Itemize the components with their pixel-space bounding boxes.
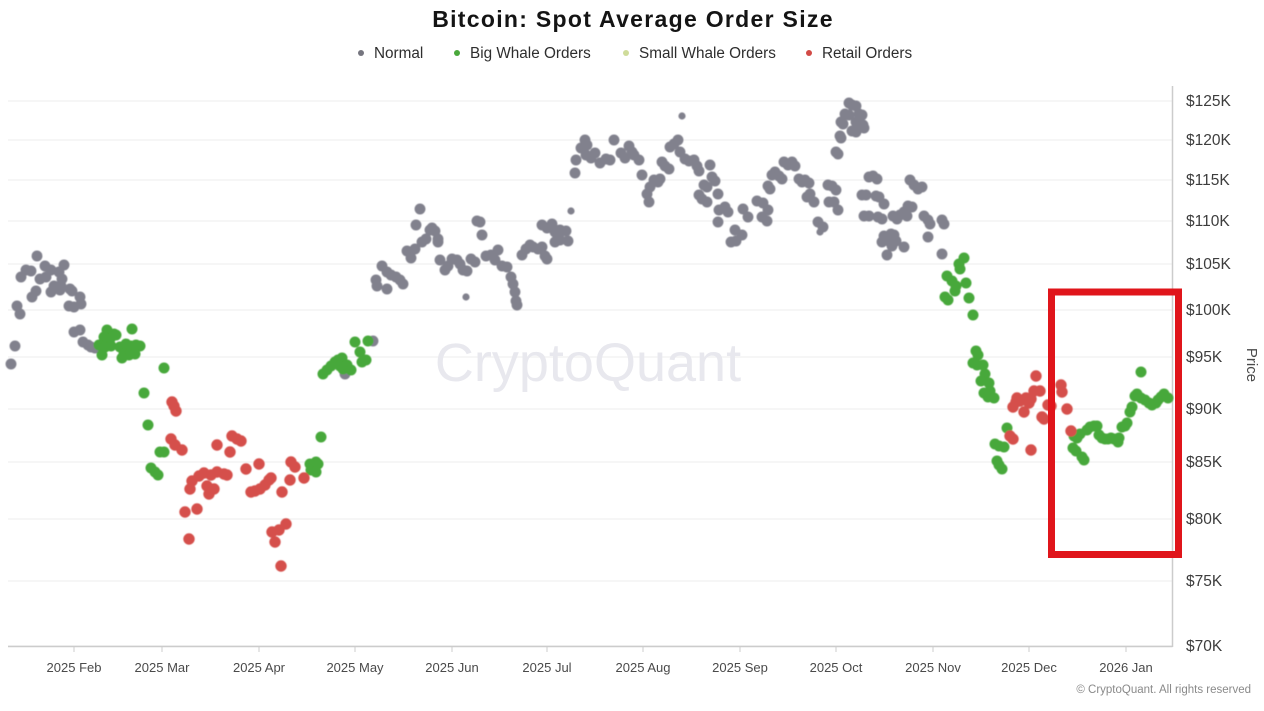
svg-text:Price: Price (1243, 348, 1260, 382)
svg-text:$105K: $105K (1186, 256, 1231, 273)
svg-text:CryptoQuant: CryptoQuant (435, 333, 741, 393)
svg-text:2025 Sep: 2025 Sep (712, 660, 768, 675)
svg-text:$75K: $75K (1186, 573, 1223, 590)
svg-text:Big Whale Orders: Big Whale Orders (470, 45, 591, 62)
svg-text:2026 Jan: 2026 Jan (1099, 660, 1153, 675)
svg-text:$100K: $100K (1186, 302, 1231, 319)
svg-text:Bitcoin: Spot Average Order Si: Bitcoin: Spot Average Order Size (432, 6, 834, 32)
svg-text:Normal: Normal (374, 45, 423, 62)
svg-text:$95K: $95K (1186, 349, 1223, 366)
svg-text:$110K: $110K (1186, 213, 1230, 230)
svg-text:$90K: $90K (1186, 401, 1223, 418)
svg-text:2025 Jul: 2025 Jul (522, 660, 571, 675)
svg-text:2025 Mar: 2025 Mar (135, 660, 191, 675)
svg-text:© CryptoQuant. All rights rese: © CryptoQuant. All rights reserved (1076, 684, 1251, 696)
svg-text:2025 Oct: 2025 Oct (810, 660, 863, 675)
svg-text:Retail Orders: Retail Orders (822, 45, 912, 62)
svg-text:2025 Jun: 2025 Jun (425, 660, 479, 675)
svg-text:2025 Feb: 2025 Feb (47, 660, 102, 675)
svg-text:2025 Dec: 2025 Dec (1001, 660, 1057, 675)
svg-text:2025 Apr: 2025 Apr (233, 660, 286, 675)
svg-text:2025 Nov: 2025 Nov (905, 660, 961, 675)
svg-text:$70K: $70K (1186, 638, 1223, 655)
svg-text:Small Whale Orders: Small Whale Orders (639, 45, 776, 62)
svg-text:$85K: $85K (1186, 454, 1223, 471)
svg-text:2025 Aug: 2025 Aug (616, 660, 671, 675)
svg-text:2025 May: 2025 May (326, 660, 384, 675)
svg-text:$120K: $120K (1186, 132, 1231, 149)
svg-text:$80K: $80K (1186, 511, 1223, 528)
svg-text:$115K: $115K (1186, 172, 1230, 189)
svg-text:$125K: $125K (1186, 93, 1231, 110)
